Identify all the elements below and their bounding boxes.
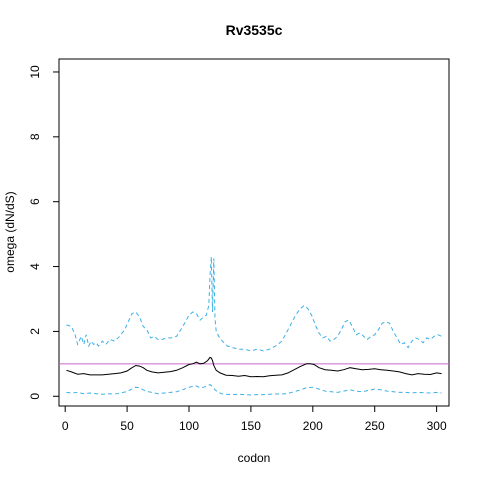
- x-tick-label: 50: [120, 419, 134, 433]
- estimate-line: [66, 356, 442, 378]
- x-tick-label: 0: [62, 419, 69, 433]
- plot-area: [59, 256, 449, 396]
- lower-line: [66, 384, 442, 396]
- y-tick-label: 6: [28, 198, 42, 205]
- plot-frame: [58, 58, 450, 407]
- x-tick-label: 100: [179, 419, 199, 433]
- x-axis-label: codon: [238, 451, 271, 465]
- y-tick-label: 4: [28, 263, 42, 270]
- y-tick-label: 2: [28, 328, 42, 335]
- y-tick-label: 0: [28, 393, 42, 400]
- x-tick-label: 250: [365, 419, 385, 433]
- y-tick-label: 10: [28, 65, 42, 79]
- x-tick-label: 200: [303, 419, 323, 433]
- y-axis-label: omega (dN/dS): [3, 191, 17, 272]
- x-tick-label: 150: [241, 419, 261, 433]
- x-axis: 0 50 100 150 200 250 300: [62, 405, 447, 433]
- chart-title: Rv3535c: [226, 22, 283, 38]
- upper-line: [66, 256, 442, 352]
- y-tick-label: 8: [28, 133, 42, 140]
- x-tick-label: 300: [427, 419, 447, 433]
- y-axis: 0 2 4 6 8 10: [28, 65, 60, 400]
